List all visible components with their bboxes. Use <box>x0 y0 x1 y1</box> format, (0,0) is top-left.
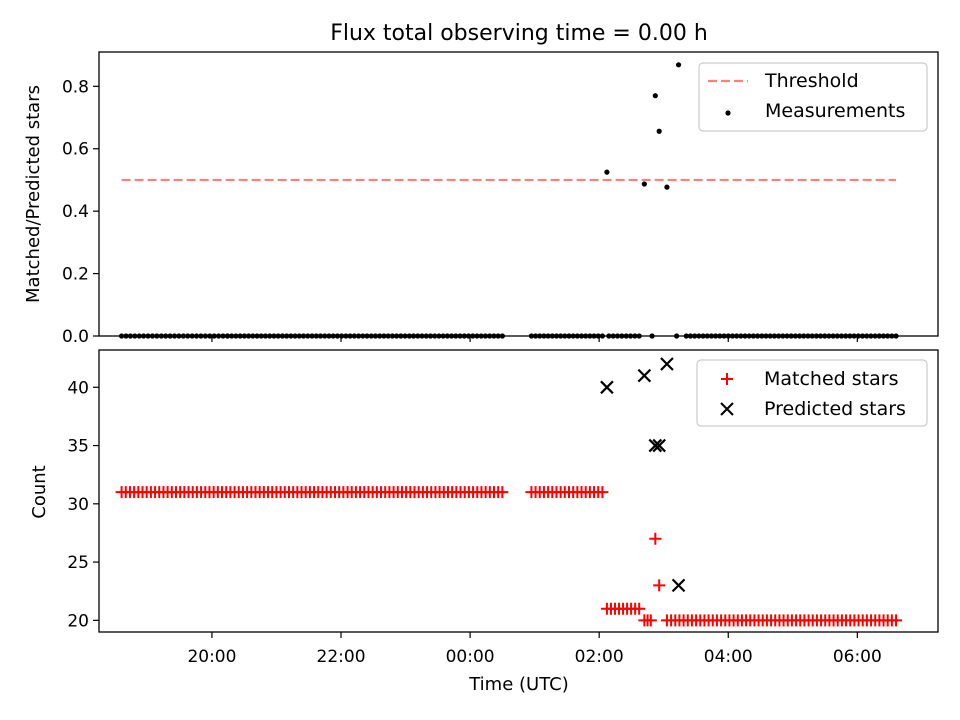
y-tick-label: 0.6 <box>62 140 89 160</box>
top-axes-frame <box>98 51 939 337</box>
y-tick-label: 35 <box>67 437 89 457</box>
y-tick-label: 0.2 <box>62 265 89 285</box>
x-tick-label: 02:00 <box>575 647 624 667</box>
top-panel-ylabel: Matched/Predicted stars <box>23 85 44 303</box>
bottom-plot-area: 20 25 30 35 40 20:00 22:00 00:00 02:00 04:00 06:00 <box>67 357 903 667</box>
legend-measurements-swatch <box>725 110 731 116</box>
measurement-point <box>604 169 610 175</box>
predicted-stars-point <box>600 380 614 395</box>
y-tick-label: 40 <box>67 378 89 398</box>
matched-stars-point <box>496 486 509 499</box>
measurement-point <box>664 184 670 190</box>
measurement-point <box>656 128 662 134</box>
top-legend-box <box>698 62 928 132</box>
legend-matched-label: Matched stars <box>764 368 898 390</box>
legend-measurements-label: Measurements <box>765 100 905 122</box>
x-tick-label: 20:00 <box>187 647 236 667</box>
x-tick-label: 04:00 <box>704 647 753 667</box>
predicted-stars-point <box>660 357 674 371</box>
top-panel: Flux total observing time = 0.00 h Match… <box>23 21 939 347</box>
y-tick-label: 20 <box>67 611 89 631</box>
matched-stars-point <box>890 614 903 627</box>
y-tick-label: 30 <box>67 495 89 515</box>
y-tick-label: 0.0 <box>62 327 89 347</box>
measurement-point <box>675 62 682 68</box>
bottom-panel-xlabel: Time (UTC) <box>468 674 569 695</box>
y-tick-label: 25 <box>67 553 89 573</box>
bottom-legend: Matched stars Predicted stars <box>696 359 928 427</box>
predicted-stars-point <box>652 438 666 453</box>
predicted-stars-point <box>648 438 663 453</box>
legend-matched-swatch <box>721 373 733 385</box>
measurement-point <box>641 181 647 187</box>
bottom-legend-box <box>696 359 928 427</box>
x-tick-label: 22:00 <box>317 647 366 667</box>
top-plot-area: 0.0 0.2 0.4 0.6 0.8 <box>62 62 899 347</box>
bottom-panel: Count 20 25 30 35 40 20:00 22:00 00:00 02:00 04:0… <box>29 349 939 695</box>
predicted-stars-point <box>671 578 686 593</box>
legend-threshold-label: Threshold <box>764 70 859 92</box>
bottom-panel-ylabel: Count <box>29 465 50 518</box>
top-legend: Threshold Measurements <box>698 62 928 132</box>
matched-stars-point <box>596 486 609 499</box>
matched-stars-point <box>633 602 646 615</box>
legend-predicted-swatch <box>720 402 734 416</box>
matched-stars-point <box>653 579 666 592</box>
matched-stars-point <box>649 532 662 545</box>
y-tick-label: 0.8 <box>62 77 89 97</box>
y-tick-label: 0.4 <box>62 202 89 222</box>
legend-predicted-label: Predicted stars <box>764 398 906 420</box>
x-tick-label: 06:00 <box>833 647 882 667</box>
predicted-stars-point <box>637 368 652 383</box>
matched-stars-point <box>644 614 657 627</box>
top-panel-title: Flux total observing time = 0.00 h <box>330 21 708 46</box>
x-tick-label: 00:00 <box>446 647 495 667</box>
measurement-point <box>652 93 658 99</box>
bottom-axes-frame <box>98 349 939 633</box>
